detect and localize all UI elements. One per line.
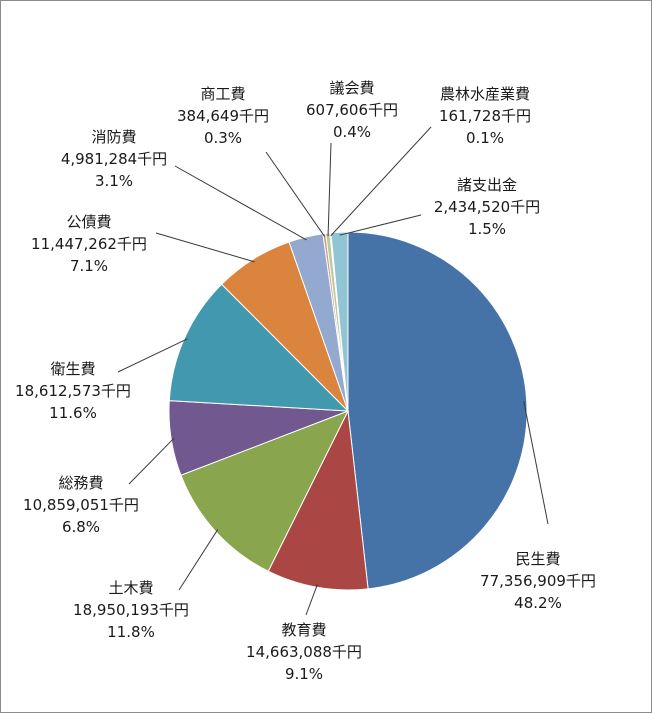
slice-labels: 民生費 77,356,909千円 48.2% 教育費 14,663,088千円 9.1% 土…: [15, 79, 596, 683]
slice-label-1: 民生費 77,356,909千円 48.2%: [480, 550, 596, 612]
slice-percent: 3.1%: [95, 172, 133, 190]
slice-name: 土木費: [108, 579, 153, 597]
slice-label-11: 諸支出金 2,434,520千円 1.5%: [434, 176, 540, 238]
pie-slice-11: [330, 231, 349, 412]
slice-amount: 4,981,284千円: [61, 150, 167, 168]
leader-line-8: [265, 151, 326, 237]
slice-amount: 18,950,193千円: [73, 601, 189, 619]
slice-label-9: 議会費 607,606千円 0.4%: [306, 79, 398, 141]
leader-line-7: [174, 165, 307, 241]
slice-amount: 10,859,051千円: [23, 496, 139, 514]
slice-name: 教育費: [281, 621, 326, 639]
slice-name: 商工費: [200, 85, 245, 103]
leader-line-6: [155, 232, 255, 263]
slice-label-10: 農林水産業費 161,728千円 0.1%: [439, 85, 531, 147]
slice-amount: 11,447,262千円: [31, 235, 147, 253]
slice-name: 総務費: [58, 474, 103, 492]
slice-name: 議会費: [329, 79, 374, 97]
slice-label-6: 公債費 11,447,262千円 7.1%: [31, 213, 147, 275]
slice-label-5: 衛生費 18,612,573千円 11.6%: [15, 360, 131, 422]
slice-name: 民生費: [515, 550, 560, 568]
slice-name: 農林水産業費: [440, 85, 530, 103]
slice-amount: 607,606千円: [306, 101, 398, 119]
slice-percent: 0.1%: [466, 129, 504, 147]
slice-label-8: 商工費 384,649千円 0.3%: [177, 85, 269, 147]
slice-percent: 7.1%: [70, 257, 108, 275]
slice-percent: 11.6%: [49, 404, 97, 422]
pie-slice-5: [168, 283, 350, 412]
slice-label-7: 消防費 4,981,284千円 3.1%: [61, 128, 167, 190]
slice-percent: 11.8%: [107, 623, 155, 641]
slice-percent: 48.2%: [514, 594, 562, 612]
slice-name: 諸支出金: [457, 176, 517, 194]
leader-line-5: [117, 338, 188, 373]
leader-line-1: [523, 401, 549, 525]
slice-name: 衛生費: [50, 360, 95, 378]
slice-label-2: 教育費 14,663,088千円 9.1%: [246, 621, 362, 683]
leader-line-10: [330, 126, 432, 237]
slice-amount: 384,649千円: [177, 107, 269, 125]
slice-percent: 0.3%: [204, 129, 242, 147]
pie-slice-1: [347, 231, 528, 590]
slice-percent: 0.4%: [333, 123, 371, 141]
slice-name: 公債費: [66, 213, 111, 231]
slice-label-3: 土木費 18,950,193千円 11.8%: [73, 579, 189, 641]
leader-line-3: [178, 529, 219, 591]
leader-line-2: [305, 584, 318, 616]
leader-line-9: [327, 142, 332, 237]
slice-amount: 77,356,909千円: [480, 572, 596, 590]
slice-amount: 2,434,520千円: [434, 198, 540, 216]
leader-line-11: [339, 214, 422, 236]
pie-slice-3: [180, 410, 350, 572]
slice-amount: 161,728千円: [439, 107, 531, 125]
pie-slices: [168, 231, 528, 591]
slice-percent: 1.5%: [468, 220, 506, 238]
leader-lines: [117, 126, 549, 616]
slice-amount: 18,612,573千円: [15, 382, 131, 400]
slice-amount: 14,663,088千円: [246, 643, 362, 661]
slice-name: 消防費: [91, 128, 136, 146]
slice-percent: 6.8%: [62, 518, 100, 536]
slice-percent: 9.1%: [285, 665, 323, 683]
pie-slice-2: [267, 409, 369, 591]
leader-line-4: [128, 437, 175, 485]
slice-label-4: 総務費 10,859,051千円 6.8%: [23, 474, 139, 536]
